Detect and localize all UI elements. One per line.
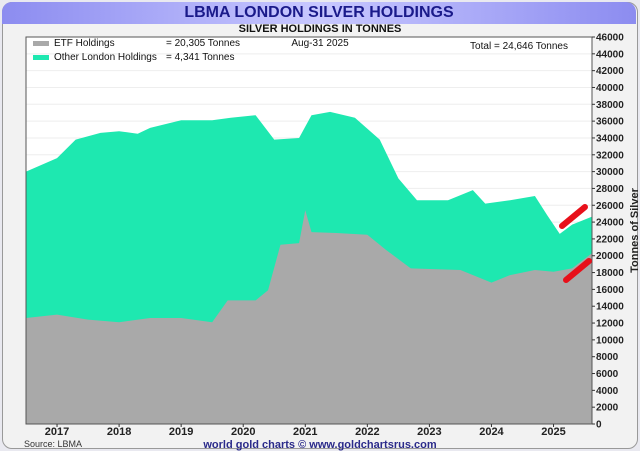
red-annotation-mark (559, 204, 588, 229)
y-tick-label: 14000 (596, 302, 624, 313)
source-label: Source: LBMA (24, 439, 82, 449)
chart-title: LBMA LONDON SILVER HOLDINGS (2, 2, 636, 24)
red-annotation-mark (563, 258, 592, 283)
y-tick-label: 16000 (596, 285, 624, 296)
y-tick-label: 26000 (596, 201, 624, 212)
plot-border (25, 36, 593, 425)
y-tick-label: 2000 (596, 403, 619, 414)
x-tick-label: 2024 (479, 426, 504, 438)
y-tick-label: 6000 (596, 369, 619, 380)
y-tick-label: 36000 (596, 117, 624, 128)
y-tick-label: 40000 (596, 83, 624, 94)
x-tick-label: 2019 (169, 426, 193, 438)
x-tick-label: 2020 (231, 426, 255, 438)
chart-subtitle: SILVER HOLDINGS IN TONNES (239, 23, 402, 35)
y-tick-label: 12000 (596, 319, 624, 330)
y-tick-label: 30000 (596, 167, 624, 178)
y-tick-label: 32000 (596, 150, 624, 161)
y-tick-label: 4000 (596, 386, 619, 397)
y-tick-label: 38000 (596, 100, 624, 111)
legend-swatch (33, 41, 49, 46)
legend-value: = 20,305 Tonnes (166, 38, 240, 49)
legend-label: ETF Holdings (54, 38, 115, 49)
x-tick-label: 2018 (107, 426, 131, 438)
x-tick-label: 2022 (355, 426, 379, 438)
y-tick-label: 0 (596, 420, 602, 431)
y-axis-label: Tonnes of Silver (629, 187, 640, 272)
y-tick-label: 42000 (596, 66, 624, 77)
y-tick-label: 28000 (596, 184, 624, 195)
y-tick-label: 22000 (596, 234, 624, 245)
chart-date: Aug-31 2025 (291, 38, 349, 49)
x-tick-label: 2021 (293, 426, 317, 438)
legend-swatch (33, 55, 49, 60)
y-tick-label: 8000 (596, 352, 619, 363)
total-label: Total = 24,646 Tonnes (470, 41, 568, 52)
y-tick-label: 10000 (596, 335, 624, 346)
credit-label: world gold charts © www.goldchartsrus.co… (202, 439, 436, 451)
area-etf (26, 210, 592, 424)
y-tick-label: 18000 (596, 268, 624, 279)
x-tick-label: 2025 (541, 426, 565, 438)
x-tick-label: 2023 (417, 426, 441, 438)
y-tick-label: 34000 (596, 133, 624, 144)
legend-value: = 4,341 Tonnes (166, 52, 235, 63)
y-tick-label: 20000 (596, 251, 624, 262)
legend-label: Other London Holdings (54, 52, 157, 63)
x-tick-label: 2017 (45, 426, 69, 438)
y-tick-label: 44000 (596, 49, 624, 60)
y-tick-label: 24000 (596, 218, 624, 229)
y-tick-label: 46000 (596, 33, 624, 44)
